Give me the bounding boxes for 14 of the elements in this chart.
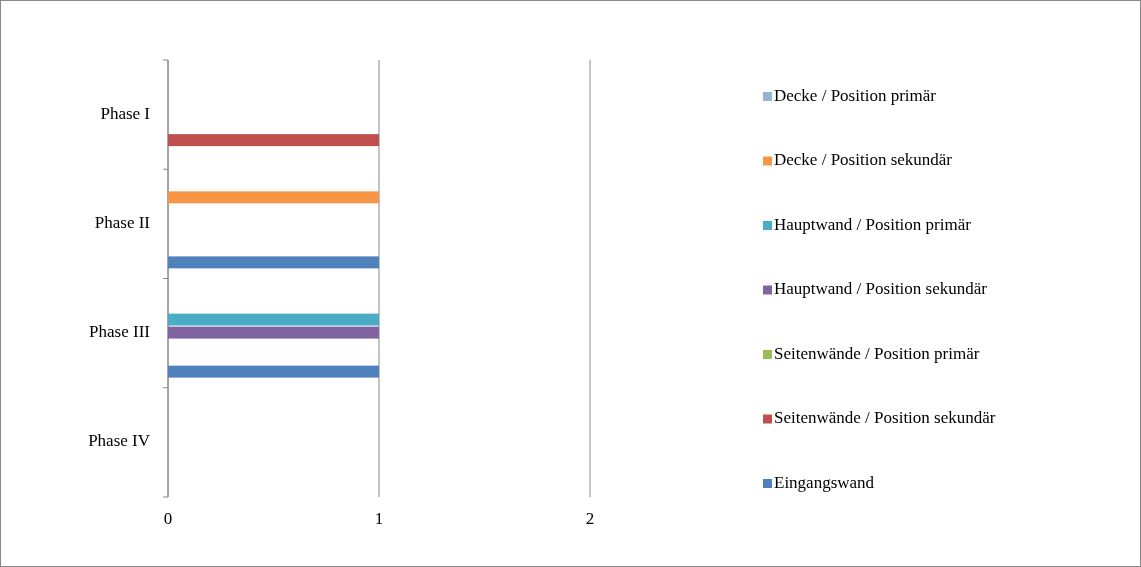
- legend-label: Decke / Position primär: [774, 85, 937, 105]
- legend-label: Hauptwand / Position sekundär: [774, 279, 988, 299]
- y-tick-label: Phase IV: [88, 431, 151, 451]
- legend-label: Seitenwände / Position primär: [774, 343, 980, 363]
- y-tick-label: Phase III: [89, 322, 151, 342]
- legend-label: Seitenwände / Position sekundär: [774, 408, 996, 428]
- x-tick-label: 1: [374, 509, 384, 528]
- legend-label: Eingangswand: [774, 472, 875, 492]
- x-tick-label: 2: [585, 509, 595, 528]
- y-tick-label: Phase I: [100, 103, 151, 123]
- y-tick-label: Phase II: [94, 212, 151, 232]
- x-tick-label: 0: [163, 509, 173, 528]
- legend-label: Decke / Position sekundär: [774, 150, 953, 170]
- legend-label: Hauptwand / Position primär: [774, 214, 972, 234]
